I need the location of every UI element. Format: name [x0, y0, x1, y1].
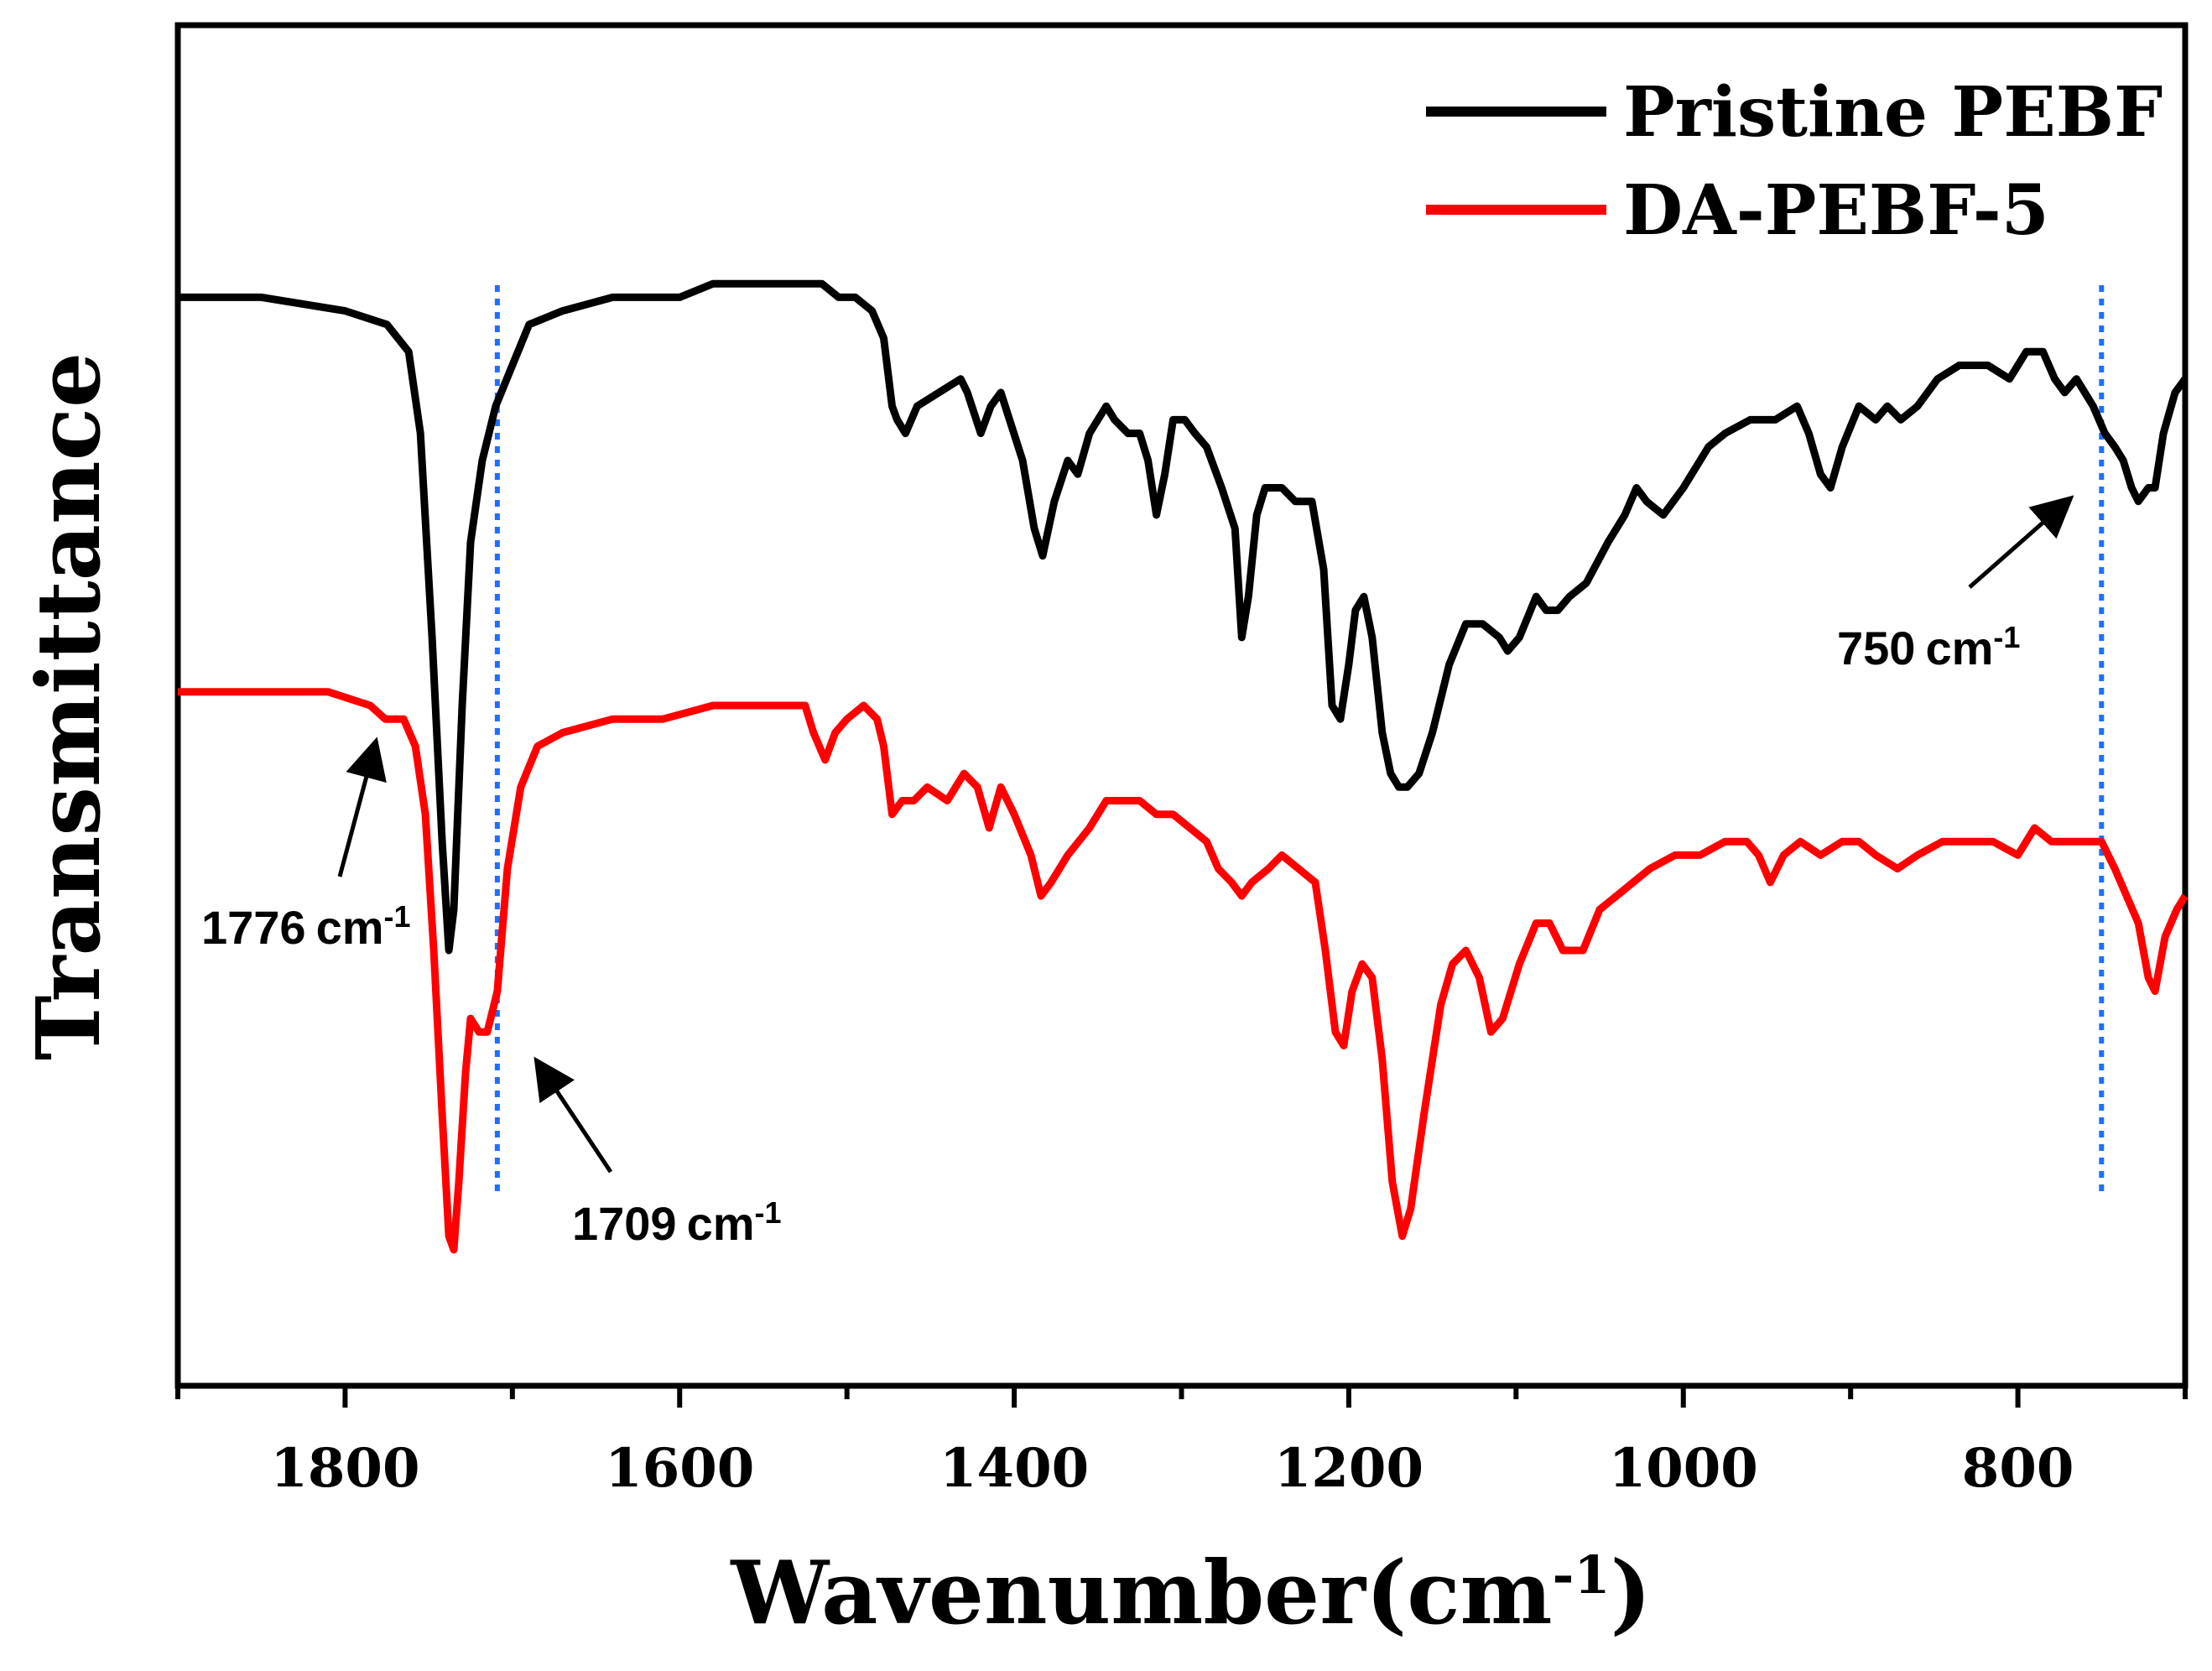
x-axis-title: Wavenumber(cm-1) [730, 1541, 1651, 1644]
legend-label-pristine-pebf: Pristine PEBF [1623, 72, 2163, 153]
x-tick-label: 1200 [1274, 1437, 1423, 1500]
annotation-label-1709: 1709 cm-1 [572, 1195, 782, 1251]
annotation-arrow-750 [1968, 495, 2074, 589]
x-tick-label: 1800 [270, 1437, 419, 1500]
legend: Pristine PEBF DA-PEBF-5 [1426, 72, 2163, 251]
legend-label-da-pebf-5: DA-PEBF-5 [1623, 170, 2049, 251]
series-line-pristine-pebf [178, 279, 2189, 955]
y-axis-title: Transmittance [17, 352, 120, 1060]
annotation-label-750: 750 cm-1 [1837, 620, 2020, 675]
annotation-label-1776: 1776 cm-1 [201, 899, 411, 955]
x-axis-ticks [175, 1386, 2188, 1408]
annotation-1776: 1776 cm-1 [201, 737, 411, 955]
x-tick-label: 1000 [1609, 1437, 1758, 1500]
annotation-arrow-1709 [533, 1056, 613, 1174]
x-tick-label: 1600 [605, 1437, 754, 1500]
series-line-da-pebf-5 [178, 688, 2189, 1254]
annotation-750: 750 cm-1 [1837, 495, 2074, 675]
x-tick-label: 1400 [939, 1437, 1089, 1500]
annotation-1709: 1709 cm-1 [533, 1056, 782, 1251]
x-tick-label: 800 [1962, 1437, 2074, 1500]
annotation-arrow-1776 [337, 737, 387, 877]
